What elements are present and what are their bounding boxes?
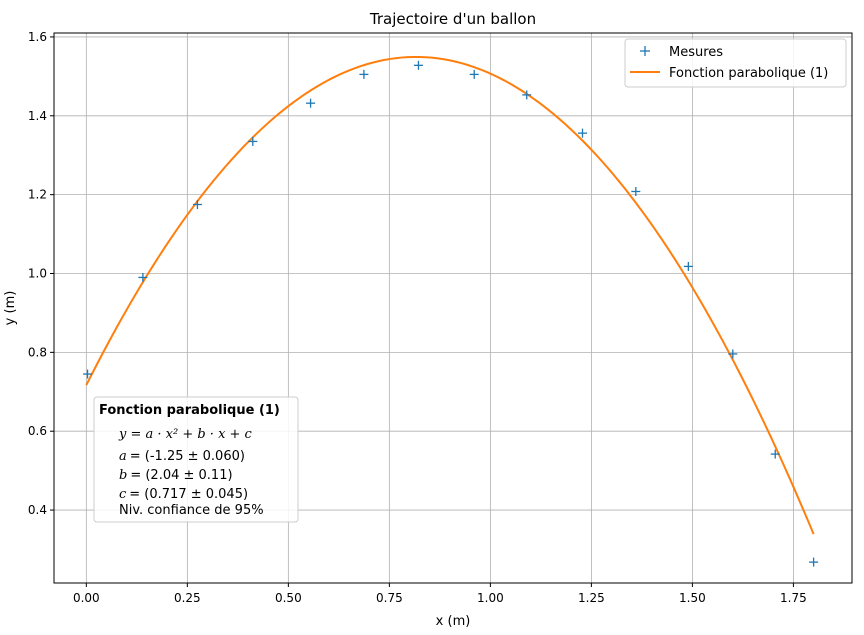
y-tick-label: 0.6 <box>28 424 47 438</box>
fit-box-line-b: b = (2.04 ± 0.11) <box>119 468 233 483</box>
y-tick-label: 1.2 <box>28 188 47 202</box>
fit-curve <box>85 55 815 535</box>
fit-box-value-a: = (-1.25 ± 0.060) <box>130 449 245 464</box>
data-point <box>522 90 532 100</box>
data-point <box>577 128 587 138</box>
curve-layer <box>85 55 815 535</box>
chart-title: Trajectoire d'un ballon <box>369 10 536 28</box>
grid <box>54 33 852 583</box>
data-point <box>809 557 819 567</box>
data-point <box>192 200 202 210</box>
data-point <box>248 136 258 146</box>
data-point <box>306 98 316 108</box>
fit-box-var-b: b <box>119 468 127 483</box>
data-point <box>138 272 148 282</box>
fit-box-var-c: c <box>119 487 127 502</box>
data-point <box>683 261 693 271</box>
x-axis-label: x (m) <box>436 614 471 629</box>
data-point <box>728 349 738 359</box>
y-tick-label: 0.4 <box>28 503 47 517</box>
x-tick-label: 1.50 <box>679 591 706 605</box>
fit-box-value-b: = (2.04 ± 0.11) <box>130 468 232 483</box>
y-tick-label: 1.4 <box>28 109 47 123</box>
fit-annotation-box: Fonction parabolique (1) y = a · x² + b … <box>93 396 299 523</box>
fit-box-title: Fonction parabolique (1) <box>99 403 280 418</box>
fit-box-line-a: a = (-1.25 ± 0.060) <box>119 449 245 464</box>
legend-marker-mesures <box>640 46 650 56</box>
x-tick-label: 0.50 <box>275 591 302 605</box>
fit-box-var-a: a <box>119 449 127 464</box>
fit-box-confidence: Niv. confiance de 95% <box>119 503 264 518</box>
x-tick-label: 1.75 <box>780 591 807 605</box>
fit-box-value-c: = (0.717 ± 0.045) <box>129 487 248 502</box>
fit-box-equation: y = a · x² + b · x + c <box>118 427 253 442</box>
y-tick-label: 1.0 <box>28 267 47 281</box>
y-axis-label: y (m) <box>3 291 18 326</box>
data-point <box>770 449 780 459</box>
x-tick-label: 0.00 <box>73 591 100 605</box>
x-tick-label: 1.25 <box>578 591 605 605</box>
fit-box-frame <box>93 396 299 523</box>
legend-box <box>624 38 847 88</box>
x-tick-label: 0.25 <box>174 591 201 605</box>
legend-label-mesures: Mesures <box>669 45 723 60</box>
points-layer <box>83 60 819 567</box>
ticks: 0.00 0.25 0.50 0.75 1.00 1.25 1.50 1.75 0.4 0.6 0.… <box>28 30 807 605</box>
y-tick-label: 1.6 <box>28 30 47 44</box>
data-point <box>359 69 369 79</box>
fit-box-line-c: c = (0.717 ± 0.045) <box>119 487 248 502</box>
y-tick-label: 0.8 <box>28 345 47 359</box>
x-tick-label: 1.00 <box>477 591 504 605</box>
legend: Mesures Fonction parabolique (1) <box>624 38 847 88</box>
data-point <box>469 69 479 79</box>
plot-frame <box>53 32 853 584</box>
legend-label-fonction: Fonction parabolique (1) <box>669 66 828 81</box>
data-point <box>413 60 423 70</box>
data-point <box>631 186 641 196</box>
data-point <box>83 369 93 379</box>
x-tick-label: 0.75 <box>376 591 403 605</box>
